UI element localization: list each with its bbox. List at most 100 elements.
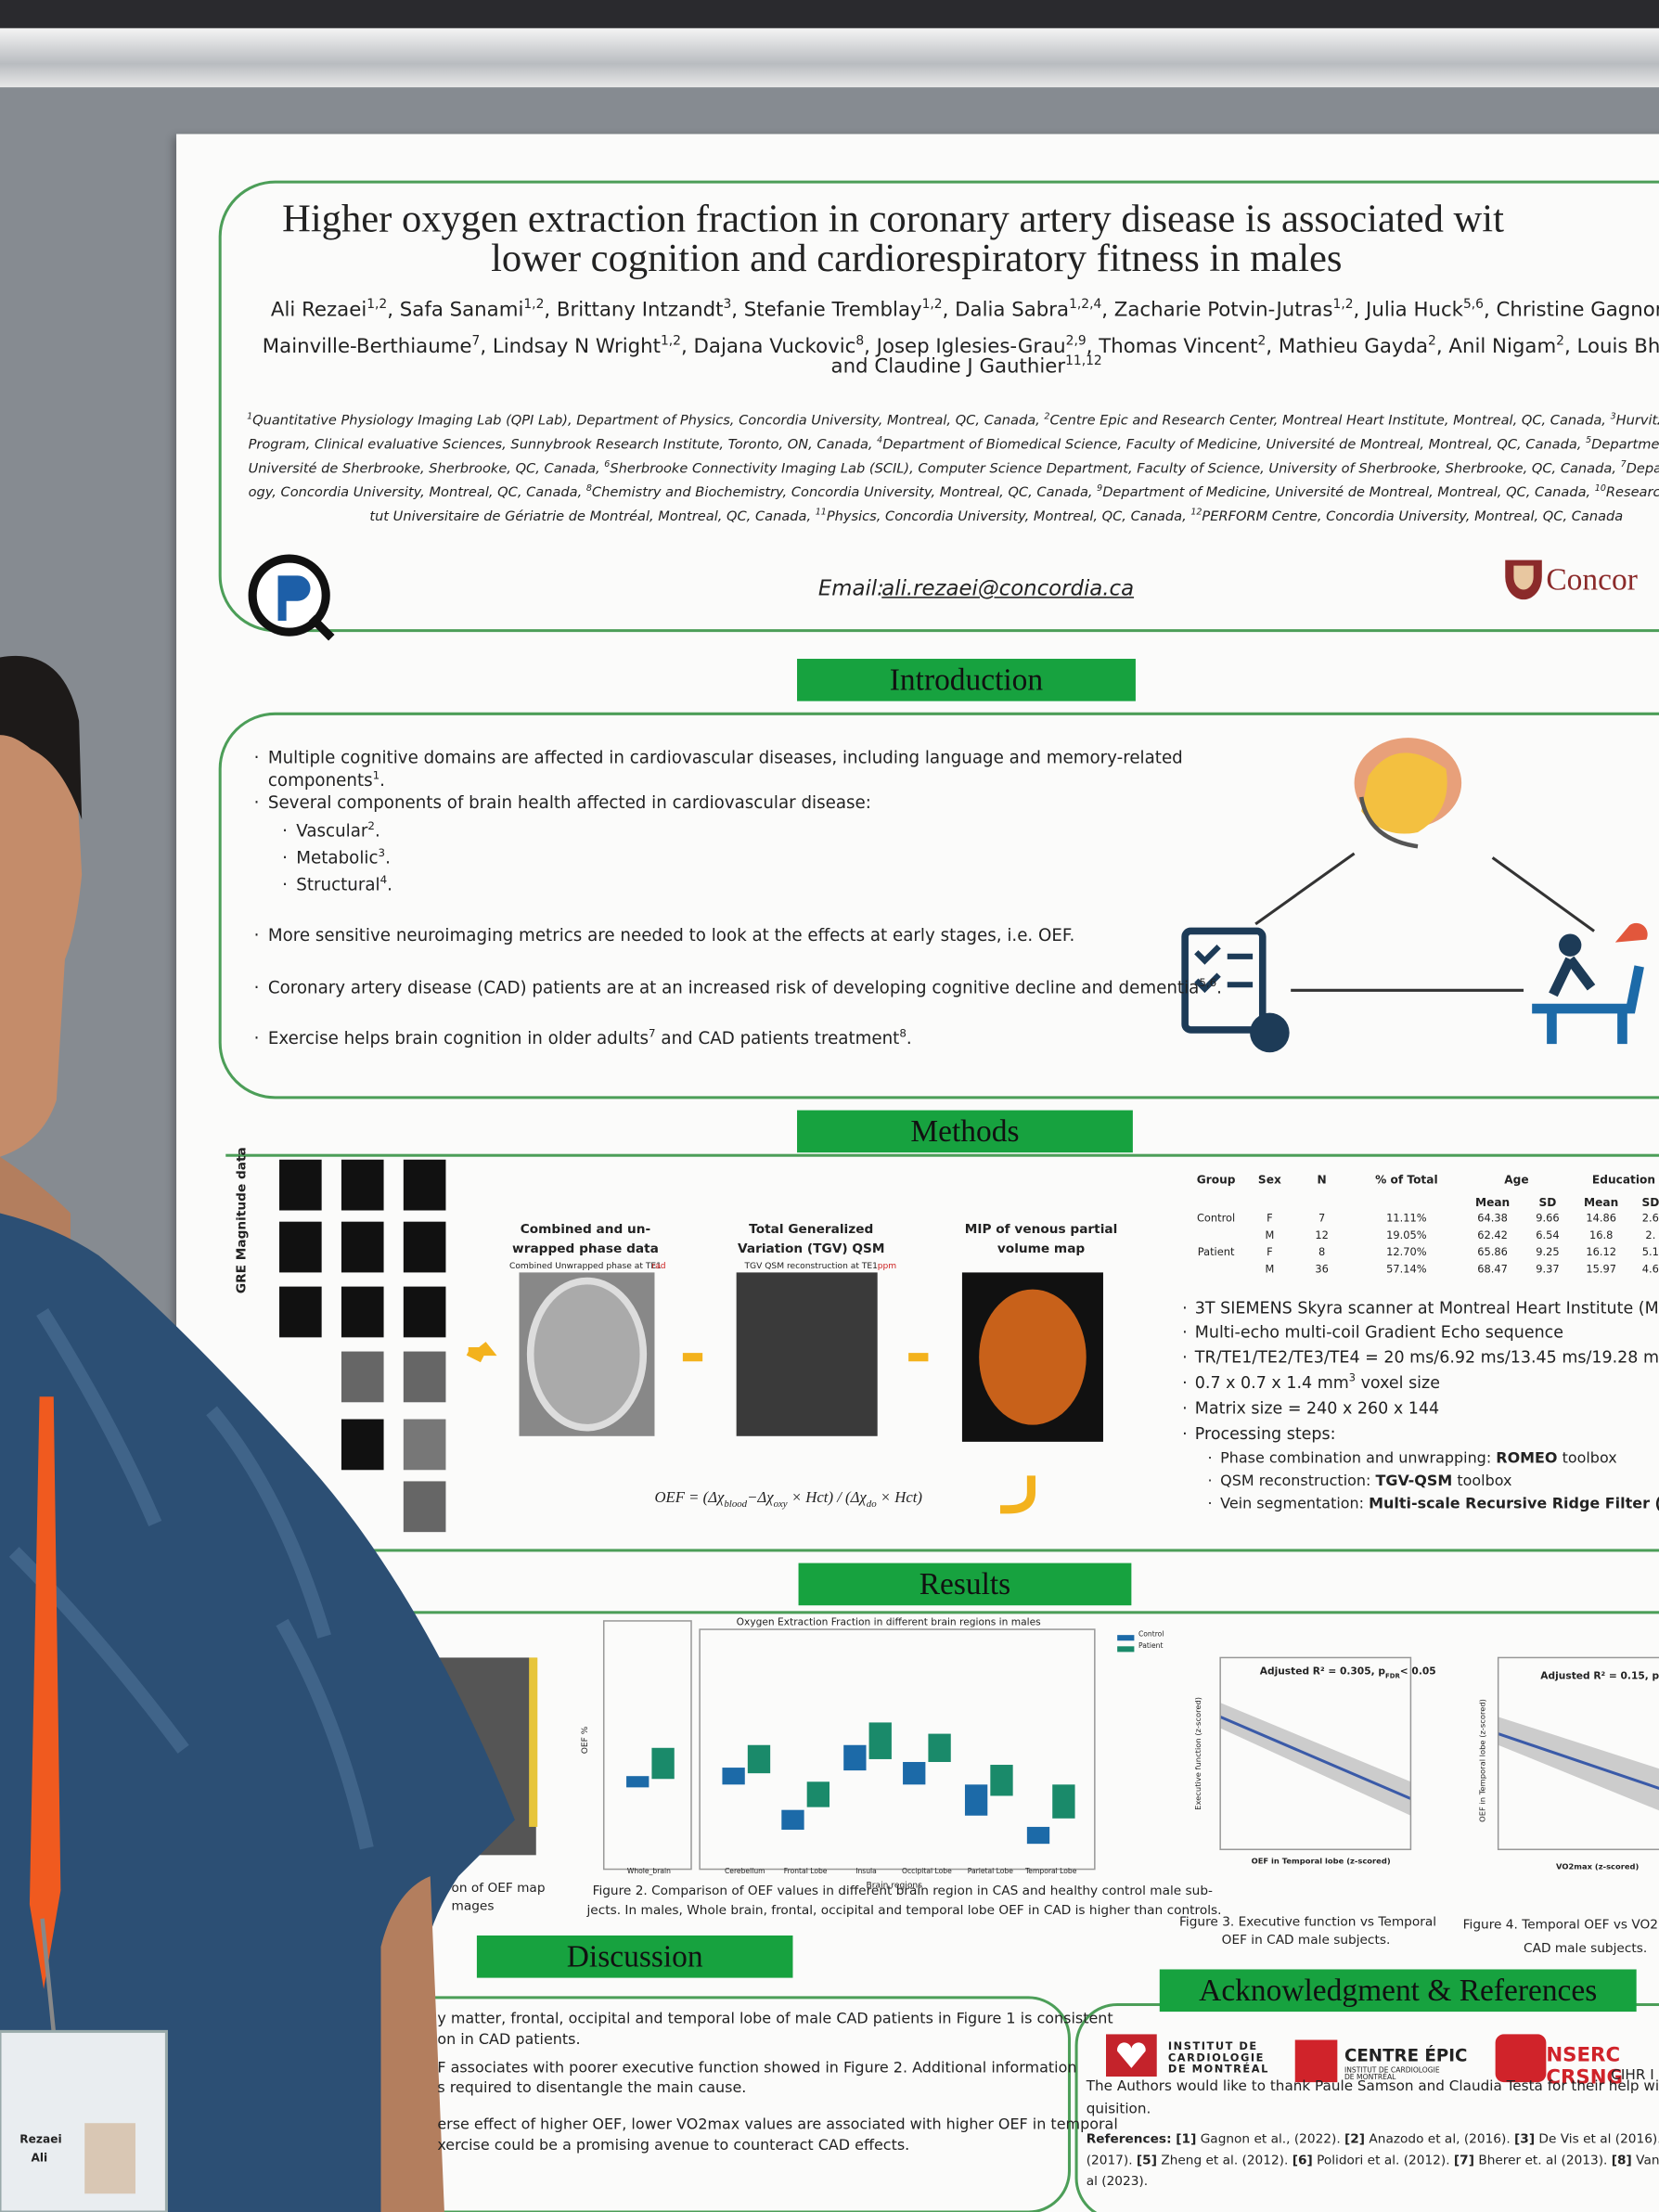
bullet: · — [282, 847, 288, 868]
bullet-text: TR/TE1/TE2/TE3/TE4 = 20 ms/6.92 ms/13.45… — [1195, 1347, 1659, 1367]
region-label: Cerebellum — [724, 1868, 765, 1877]
bullet-text: Exercise helps brain cognition in older … — [268, 1028, 912, 1048]
table-subheader: Mean — [1584, 1196, 1619, 1209]
text-segment: FDR — [1384, 1673, 1400, 1681]
text-segment: 1,2 — [523, 298, 545, 313]
region-label: Frontal Lobe — [783, 1868, 828, 1877]
panel-title: volume map — [997, 1242, 1086, 1257]
text-segment: × Hct) — [876, 1489, 922, 1507]
caption: mages — [451, 1899, 495, 1915]
bullet-text: Multiple cognitive domains are affected … — [268, 748, 1183, 767]
text-segment: and Claudine J Gauthier — [830, 355, 1066, 379]
caption: CAD male subjects. — [1524, 1942, 1648, 1957]
table-header: Group — [1196, 1173, 1236, 1187]
logo-text: INSTITUT DE — [1167, 2039, 1258, 2053]
axis-label: OEF in Temporal lobe (z-scored) — [1479, 1699, 1488, 1822]
caption: OEF in CAD male subjects. — [1221, 1934, 1391, 1948]
bullet: · — [1207, 1495, 1213, 1512]
logo-text: CARDIOLOGIE — [1167, 2051, 1265, 2064]
table-cell: F — [1267, 1245, 1273, 1259]
affiliation-line: ogy, Concordia University, Montreal, QC,… — [249, 484, 1659, 501]
formula: OEF = (Δχblood−Δχoxy × Hct) / (Δχdo × Hc… — [654, 1489, 922, 1510]
table-cell: 9.25 — [1536, 1245, 1560, 1259]
table-cell: 8 — [1318, 1245, 1326, 1259]
logo-text: INSTITUT DE CARDIOLOGIE — [1344, 2066, 1440, 2076]
panel-subtitle: TGV QSM reconstruction at TE1 — [744, 1261, 879, 1271]
reference-line: References: [1] Gagnon et al., (2022). [… — [1087, 2133, 1659, 2147]
text-segment: [8] — [1611, 2154, 1632, 2168]
table-cell: 16.12 — [1586, 1245, 1616, 1259]
text-segment: [5] — [1136, 2154, 1157, 2168]
table-cell: 9.37 — [1536, 1262, 1560, 1276]
bullet: · — [253, 925, 260, 945]
text-segment: Multi-scale Recursive Ridge Filter (RRF) — [1369, 1495, 1659, 1512]
text-segment: , Thomas Vincent — [1086, 335, 1258, 359]
bullet-text: Vascular2. — [296, 820, 379, 841]
axis-label: Brain regions — [866, 1880, 922, 1891]
author-line: and Claudine J Gauthier11,12 — [830, 355, 1102, 379]
ack-line: quisition. — [1086, 2102, 1151, 2118]
text-segment: 8 — [899, 1026, 907, 1040]
text-segment: TGV-QSM — [1375, 1473, 1453, 1490]
rail — [0, 28, 1659, 88]
text-segment: , Safa Sanami — [387, 299, 524, 322]
text-segment: Adjusted R² = 0.305, p — [1259, 1665, 1385, 1678]
text-segment: [3] — [1514, 2132, 1536, 2148]
text-segment: Several components of brain health affec… — [267, 792, 871, 813]
text-segment: 0.7 x 0.7 x 1.4 mm — [1194, 1372, 1349, 1393]
table-cell: 36 — [1315, 1262, 1329, 1276]
section-heading: Introduction — [797, 659, 1136, 701]
text-segment: [2] — [1344, 2132, 1366, 2148]
section-heading: Discussion — [476, 1935, 793, 1978]
table-cell: 16.8 — [1588, 1228, 1614, 1241]
text-segment: 7 — [1620, 459, 1627, 470]
bullet-text: 3T SIEMENS Skyra scanner at Montreal Hea… — [1195, 1298, 1659, 1318]
text-segment: . — [387, 874, 392, 894]
axis-label: OEF % — [580, 1726, 590, 1755]
table-cell: 65.86 — [1477, 1245, 1508, 1259]
text-segment: 1 — [247, 411, 253, 422]
bullet: · — [253, 1028, 260, 1048]
text-segment: . — [906, 1028, 912, 1048]
caption: Figure 3. Executive function vs Temporal — [1179, 1915, 1437, 1930]
table-header: Education — [1591, 1173, 1656, 1187]
bullet: · — [1182, 1423, 1188, 1444]
logo-text: NSERC — [1546, 2044, 1621, 2067]
text-segment: Quantitative Physiology Imaging Lab (QPI… — [252, 413, 1045, 430]
discussion-line: on in CAD patients. — [437, 2031, 581, 2049]
legend-entry: Patient — [1138, 1641, 1164, 1651]
table-cell: M — [1265, 1262, 1275, 1276]
logo-text: CENTRE ÉPIC — [1344, 2045, 1468, 2065]
text-segment: Research Cer — [1605, 485, 1659, 501]
bullet-text: Several components of brain health affec… — [268, 792, 871, 812]
region-label: Whole_brain — [626, 1868, 671, 1877]
table-cell: 4.6 — [1641, 1262, 1659, 1276]
bullet-text: More sensitive neuroimaging metrics are … — [268, 925, 1074, 945]
author-line: Ali Rezaei1,2, Safa Sanami1,2, Brittany … — [271, 298, 1659, 322]
text-segment: Multi-echo multi-coil Gradient Echo sequ… — [1194, 1321, 1564, 1342]
table-cell: 64.38 — [1477, 1212, 1508, 1225]
logo-text: DE MONTRÉAL — [1167, 2062, 1269, 2076]
text-segment: tut Universitaire de Gériatrie de Montré… — [369, 508, 816, 525]
text-segment: , Dalia Sabra — [942, 299, 1070, 322]
table-header: Sex — [1257, 1173, 1281, 1187]
text-segment: QSM reconstruction: — [1220, 1473, 1376, 1490]
text-segment: , Louis Bherer — [1563, 335, 1659, 359]
email: ali.rezaei@concordia.ca — [881, 575, 1135, 601]
divider — [225, 1549, 1659, 1552]
text-segment: Anazodo et al, (2016). — [1365, 2132, 1515, 2148]
caption: Figure 2. Comparison of OEF values in di… — [592, 1884, 1213, 1899]
table-header: N — [1317, 1173, 1327, 1187]
text-segment: Physics, Concordia University, Montreal,… — [826, 508, 1191, 525]
bullet-text: Multi-echo multi-coil Gradient Echo sequ… — [1195, 1322, 1563, 1342]
table-cell: 6.54 — [1536, 1228, 1560, 1241]
text-segment: toolbox — [1557, 1449, 1617, 1468]
bullet-text: Vein segmentation: Multi-scale Recursive… — [1220, 1496, 1659, 1512]
bullet: · — [253, 977, 260, 997]
caption: Figure 4. Temporal OEF vs VO2m — [1462, 1918, 1659, 1933]
plot-annotation: Adjusted R² = 0.305, pFDR< 0.05 — [1259, 1665, 1436, 1681]
table-cell: 11.11% — [1386, 1212, 1427, 1225]
table-cell: 5.1 — [1641, 1245, 1659, 1259]
text-segment: 3T SIEMENS Skyra scanner at Montreal Hea… — [1194, 1297, 1659, 1318]
